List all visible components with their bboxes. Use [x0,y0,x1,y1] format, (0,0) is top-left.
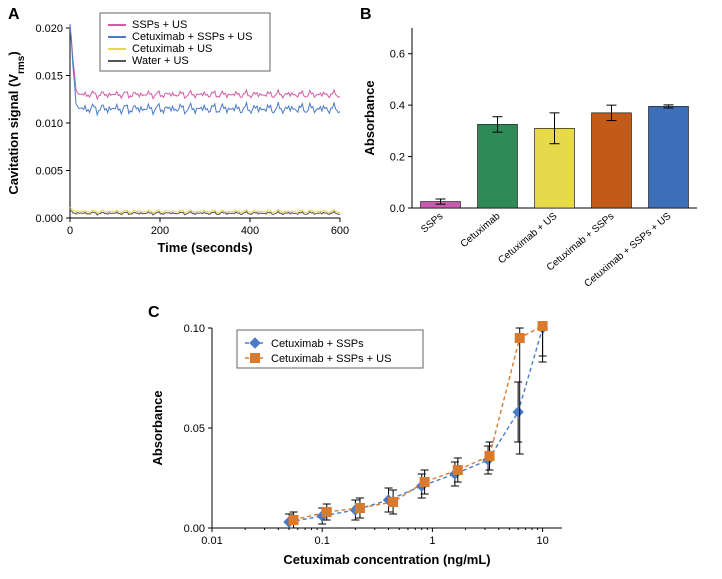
svg-text:10: 10 [536,535,548,547]
svg-text:0.05: 0.05 [184,423,205,435]
figure: A 0.0000.0050.0100.0150.0200200400600Tim… [0,0,722,579]
svg-text:0.015: 0.015 [35,71,63,83]
svg-text:Absorbance: Absorbance [362,80,377,155]
panel-c-chart: 0.00 0.05 0.10 0.01 0.1 1 10 Cetuximab concentr… [142,308,582,578]
svg-text:Cetuximab: Cetuximab [459,211,503,250]
svg-text:600: 600 [331,225,349,237]
svg-text:Time (seconds): Time (seconds) [157,240,252,255]
svg-text:0.10: 0.10 [184,323,205,335]
svg-text:0.020: 0.020 [35,23,63,35]
svg-text:400: 400 [241,225,259,237]
svg-text:Cetuximab + SSPs: Cetuximab + SSPs [271,338,364,350]
panel-b-chart: 0.0 0.2 0.4 0.6 Absorbance SSPs CetuximabCetux… [352,8,722,303]
svg-text:Cetuximab + SSPs + US: Cetuximab + SSPs + US [132,31,252,43]
svg-text:0.00: 0.00 [184,523,205,535]
panel-a-chart: 0.000 0.005 0.010 0.015 0.020 0 200 400 600 Time … [0,8,350,268]
svg-text:1: 1 [429,535,435,547]
svg-text:Cetuximab + US: Cetuximab + US [132,43,212,55]
svg-text:SSPs + US: SSPs + US [132,19,187,31]
svg-text:Absorbance: Absorbance [150,390,165,465]
svg-text:0.6: 0.6 [390,49,405,61]
svg-text:SSPs: SSPs [419,211,445,236]
svg-text:Water + US: Water + US [132,55,189,67]
svg-text:0.0: 0.0 [390,203,405,215]
svg-text:0.010: 0.010 [35,118,63,130]
svg-text:Cetuximab + SSPs + US: Cetuximab + SSPs + US [271,353,391,365]
svg-text:200: 200 [151,225,169,237]
svg-text:0: 0 [67,225,73,237]
svg-text:0.1: 0.1 [315,535,330,547]
svg-text:Cetuximab + US: Cetuximab + US [496,211,559,267]
svg-text:Cetuximab concentration (ng/mL: Cetuximab concentration (ng/mL) [283,552,490,567]
svg-text:0.4: 0.4 [390,100,405,112]
svg-text:0.2: 0.2 [390,152,405,164]
svg-text:Cavitation signal (Vrms): Cavitation signal (Vrms) [6,51,27,194]
svg-text:0.005: 0.005 [35,166,63,178]
svg-text:0.000: 0.000 [35,213,63,225]
svg-text:0.01: 0.01 [201,535,222,547]
